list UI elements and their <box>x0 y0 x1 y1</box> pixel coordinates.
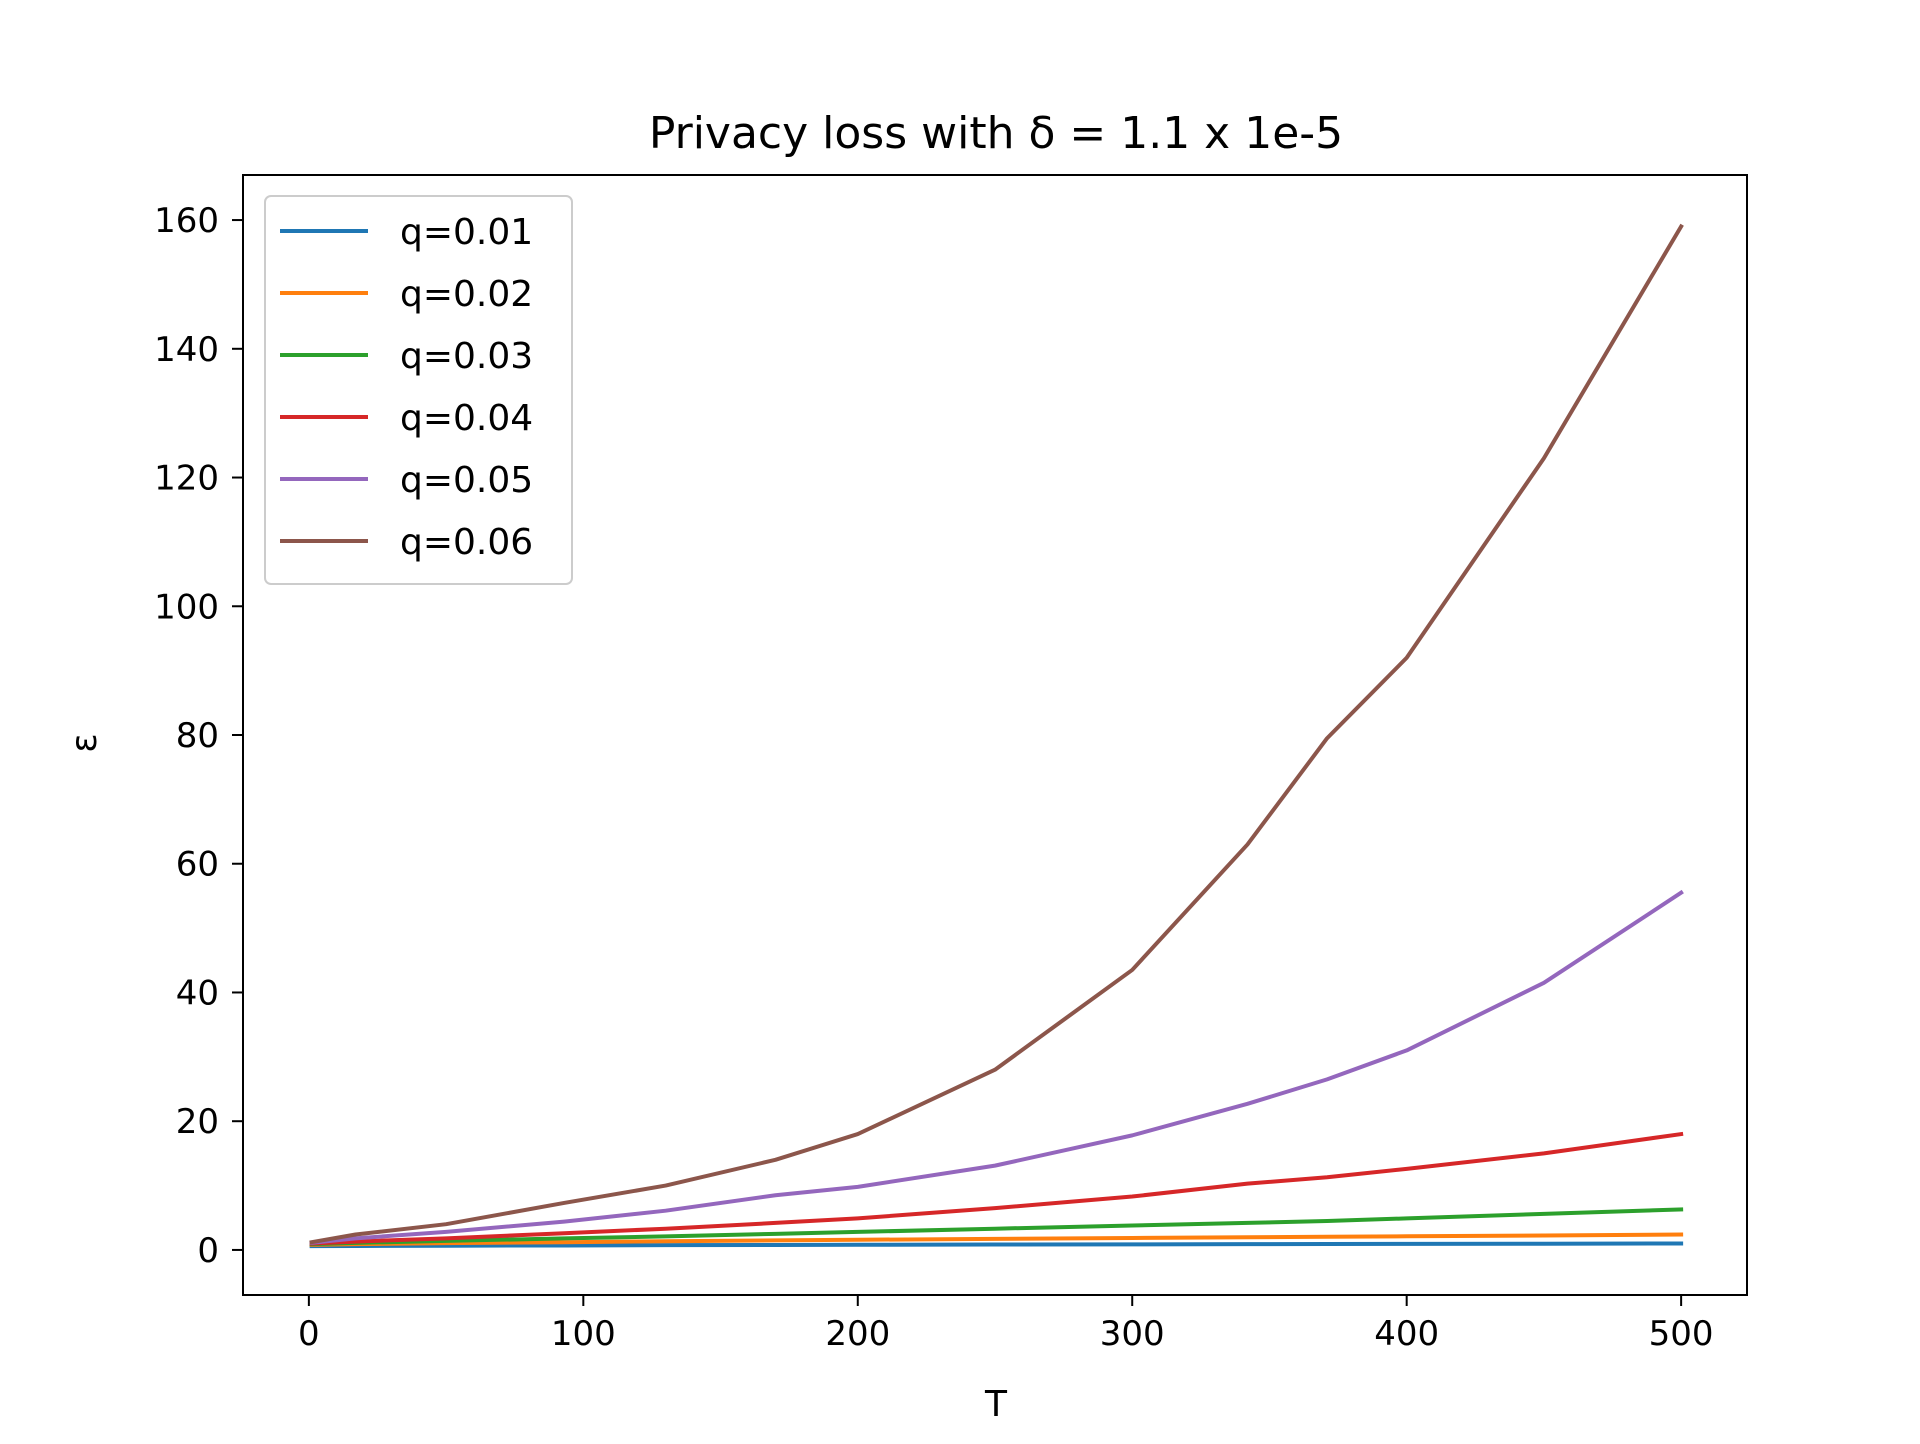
y-tick-label: 120 <box>154 459 219 499</box>
legend-label-6: q=0.06 <box>400 522 533 563</box>
x-tick-label: 200 <box>825 1314 890 1354</box>
y-tick-label: 0 <box>197 1231 219 1271</box>
legend-label-2: q=0.02 <box>400 274 533 315</box>
chart-title: Privacy loss with δ = 1.1 x 1e-5 <box>649 108 1343 159</box>
legend-label-1: q=0.01 <box>400 212 533 253</box>
x-tick-label: 100 <box>551 1314 616 1354</box>
plot-area: 0 100 200 300 400 500 0 20 40 60 80 100 120 140 160 q=0… <box>154 174 1748 1354</box>
x-axis-label: T <box>984 1384 1008 1425</box>
series-line-6 <box>309 223 1684 1245</box>
y-tick-label: 160 <box>154 201 219 241</box>
x-tick-label: 0 <box>298 1314 320 1354</box>
y-axis-label: ε <box>64 733 105 752</box>
y-tick-label: 20 <box>176 1102 219 1142</box>
series-line-4 <box>309 1131 1684 1246</box>
y-tick-label: 80 <box>176 716 219 756</box>
legend-label-3: q=0.03 <box>400 336 533 377</box>
legend: q=0.01 q=0.02 q=0.03 q=0.04 q=0.05 q=0.06 <box>264 195 573 585</box>
series-line-1 <box>309 1241 1684 1249</box>
y-tick-label: 40 <box>176 973 219 1013</box>
y-tick-label: 100 <box>154 587 219 627</box>
series-line-3 <box>309 1207 1684 1247</box>
x-tick-label: 500 <box>1649 1314 1714 1354</box>
y-tick-label: 140 <box>154 330 219 370</box>
x-tick-label: 400 <box>1374 1314 1439 1354</box>
series-group <box>309 223 1684 1249</box>
legend-label-5: q=0.05 <box>400 460 533 501</box>
x-tick-label: 300 <box>1100 1314 1165 1354</box>
legend-label-4: q=0.04 <box>400 398 533 439</box>
series-line-5 <box>309 889 1684 1246</box>
y-tick-label: 60 <box>176 845 219 885</box>
series-line-2 <box>309 1232 1684 1247</box>
